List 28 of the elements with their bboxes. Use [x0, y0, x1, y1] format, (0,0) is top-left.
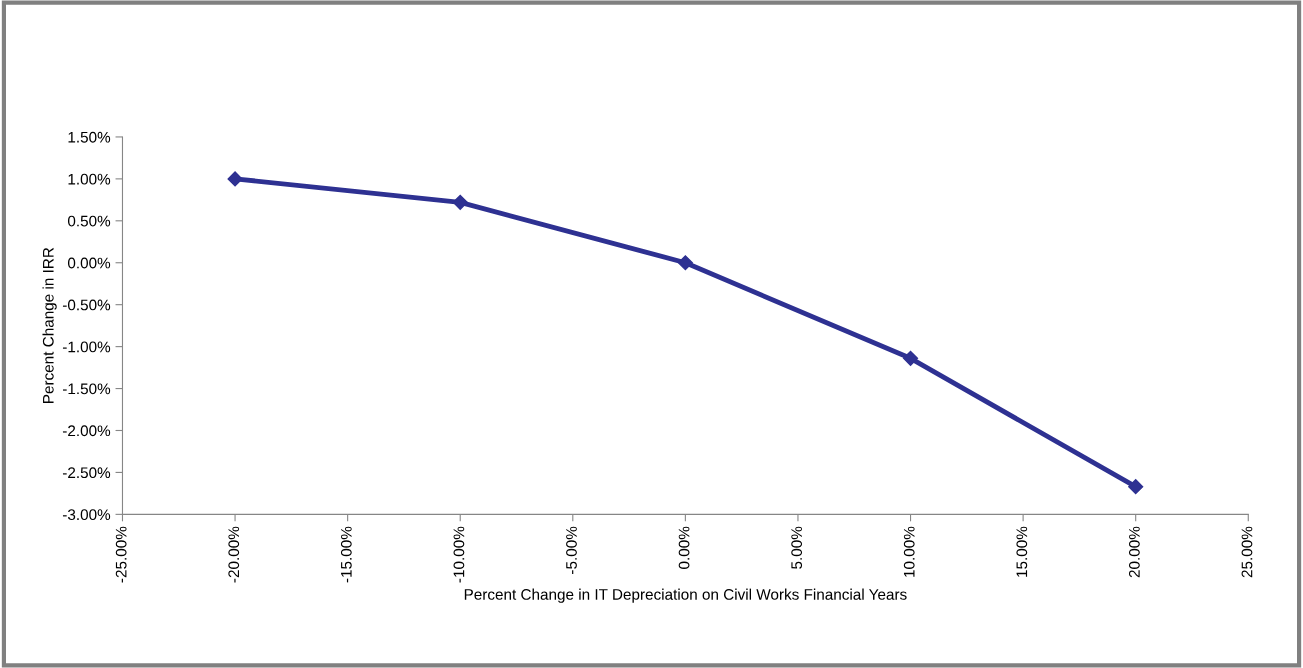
y-tick-label: -1.50% [62, 383, 111, 395]
x-tick-label: 0.00% [678, 526, 690, 569]
x-tick-label: 15.00% [1016, 526, 1028, 577]
x-tick-label: 5.00% [791, 526, 803, 569]
y-tick-label: 0.00% [67, 257, 111, 269]
y-axis-title: Percent Change in IRR [42, 247, 57, 403]
x-axis-title: Percent Change in IT Depreciation on Civil Works Financial Years [464, 588, 907, 603]
y-tick-label: -0.50% [62, 299, 111, 311]
x-tick-label: -5.00% [566, 526, 577, 574]
x-tick-label: -25.00% [115, 526, 127, 583]
x-tick-label: -10.00% [453, 526, 465, 583]
y-tick-label: -2.00% [62, 425, 111, 437]
x-tick-label: 10.00% [903, 526, 915, 577]
x-tick-label: 25.00% [1241, 526, 1253, 578]
y-tick-label: -1.00% [62, 341, 111, 353]
point [902, 350, 919, 366]
point [1128, 479, 1144, 495]
x-tick-label: 20.00% [1128, 526, 1140, 578]
x-tick-label: -15.00% [340, 526, 352, 583]
y-tick-label: 1.00% [68, 173, 111, 185]
y-tick-label: 0.50% [67, 215, 111, 227]
x-tick-label: -20.00% [228, 526, 240, 583]
y-tick-label: -2.50% [62, 467, 111, 479]
y-tick-label: -3.00% [62, 509, 111, 521]
y-tick-label: 1.50% [68, 131, 111, 143]
point [452, 194, 468, 210]
point [227, 171, 243, 187]
point [677, 255, 693, 271]
